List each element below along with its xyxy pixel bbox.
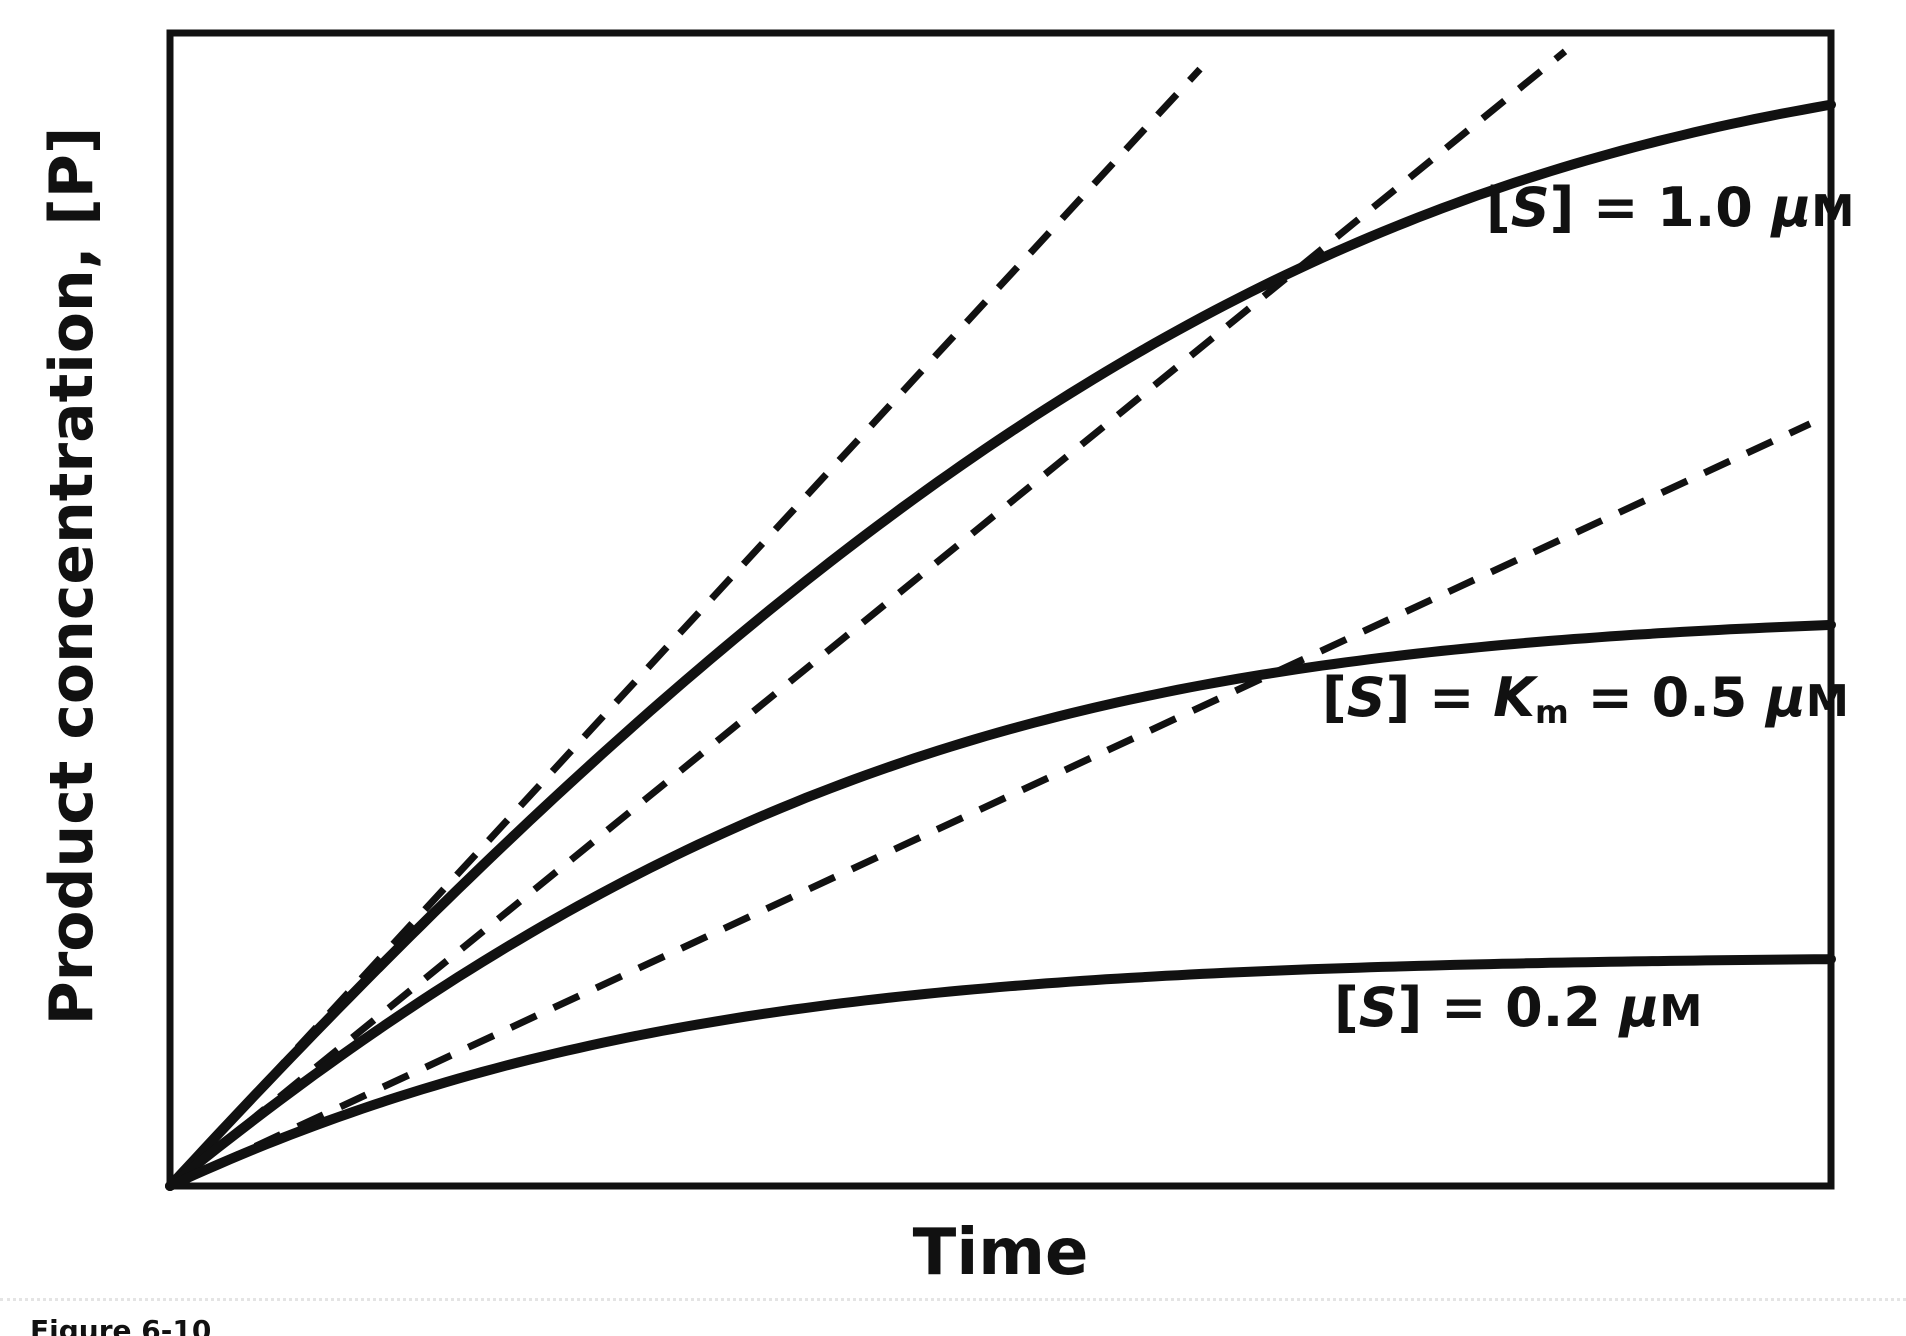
series-label-s1: [S] = 1.0 μM [1486, 176, 1854, 239]
mu-symbol: μ [1619, 976, 1660, 1039]
series-label-text: 0.2 [1505, 976, 1620, 1039]
series-label-text: S [1358, 976, 1398, 1039]
series-label-text: = [1568, 666, 1652, 729]
series-label-text: ] [1385, 666, 1411, 729]
molar-unit: M [1805, 677, 1849, 727]
series-label-text: S [1346, 666, 1386, 729]
initial-velocity-tangent-s2 [167, 48, 1568, 1189]
molar-unit: M [1659, 987, 1703, 1037]
progress-curve-s3 [165, 954, 1836, 1191]
molar-unit: M [1811, 187, 1855, 237]
series-label-text: 1.0 [1657, 176, 1772, 239]
km-symbol: K [1493, 666, 1535, 729]
progress-curve-s2 [165, 619, 1836, 1191]
series-label-text: = [1574, 176, 1658, 239]
figure-caption: Figure 6-10 [30, 1314, 212, 1336]
series-label-text: ] [1549, 176, 1575, 239]
series-label-s3: [S] = 0.2 μM [1334, 976, 1702, 1039]
km-subscript: m [1535, 693, 1569, 732]
series-label-text: = [1410, 666, 1494, 729]
series-label-text: ] [1397, 976, 1423, 1039]
series-label-text: [ [1486, 176, 1511, 239]
series-label-text: 0.5 [1651, 666, 1767, 729]
initial-velocity-tangent-s3 [168, 420, 1812, 1190]
series-label-text: S [1510, 176, 1550, 239]
page-divider-line [0, 1298, 1906, 1301]
series-label-text: = [1422, 976, 1506, 1039]
series-label-s2: [S] = Km = 0.5 μM [1322, 666, 1849, 731]
progress-curve-s1 [165, 99, 1836, 1191]
series-label-text: [ [1322, 666, 1347, 729]
series-label-text: [ [1334, 976, 1359, 1039]
y-axis-title: Product concentration, [P] [37, 126, 107, 1026]
plot-frame [166, 29, 1835, 1190]
mu-symbol: μ [1766, 666, 1806, 729]
mu-symbol: μ [1771, 176, 1812, 239]
x-axis-title: Time [912, 1216, 1089, 1290]
